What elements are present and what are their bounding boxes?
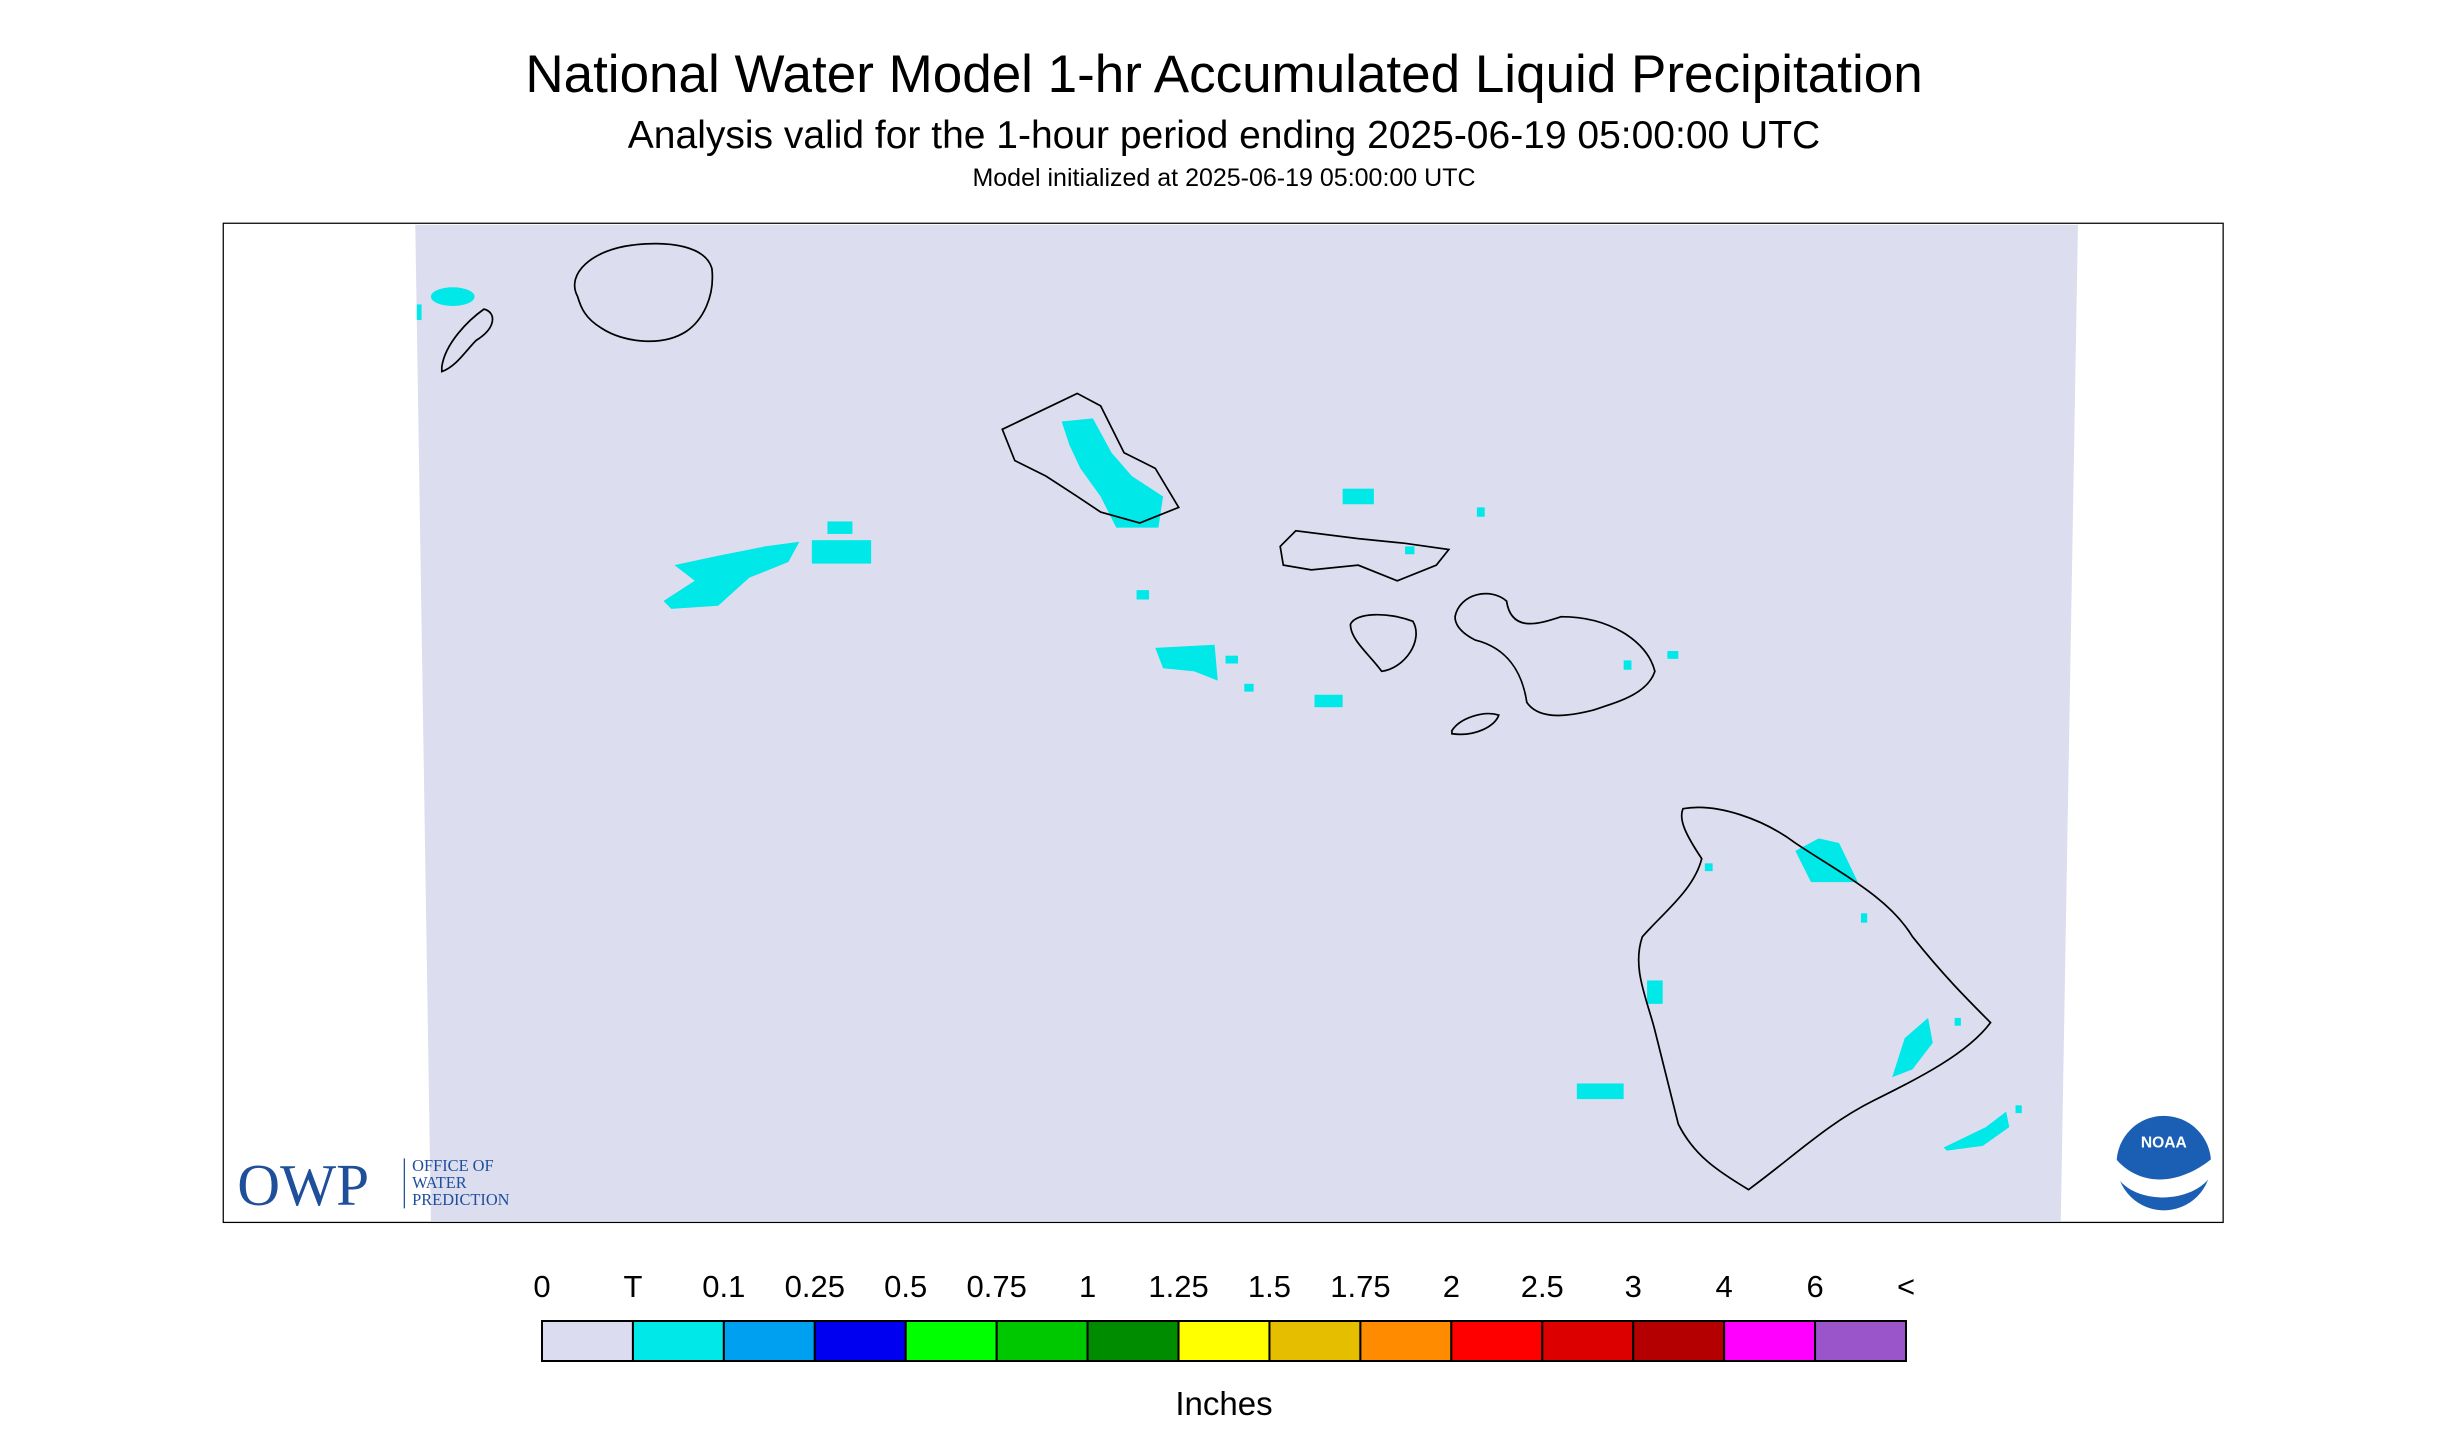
legend-label: 1.25 (1148, 1269, 1208, 1304)
legend-label: 0.75 (966, 1269, 1026, 1304)
subtitle: Analysis valid for the 1-hour period end… (628, 114, 1820, 157)
legend-swatch (1814, 1320, 1907, 1362)
legend-label: 2 (1443, 1269, 1460, 1304)
legend-label: 6 (1806, 1269, 1823, 1304)
owp-text: WATER (412, 1173, 467, 1192)
legend: 0 T 0.1 0.25 0.5 0.75 1 1.25 1.5 1.75 2 2.5 3 4 6 < Inch… (533, 1269, 1915, 1422)
legend-label: 1.75 (1330, 1269, 1390, 1304)
legend-swatch (1359, 1320, 1453, 1362)
legend-unit: Inches (1175, 1385, 1272, 1422)
legend-swatch (722, 1320, 816, 1362)
legend-label: 0.1 (702, 1269, 745, 1304)
island-outlines (440, 242, 1992, 1191)
legend-swatch (1450, 1320, 1544, 1362)
legend-swatch (541, 1320, 634, 1362)
legend-swatch (631, 1320, 725, 1362)
map: OWP OFFICE OF WATER PREDICTION NOAA (222, 222, 2224, 1224)
owp-text: OFFICE OF (412, 1156, 493, 1175)
legend-label: 4 (1716, 1269, 1733, 1304)
legend-swatch (1541, 1320, 1635, 1362)
legend-label: < (1897, 1269, 1915, 1304)
legend-label: 0 (533, 1269, 550, 1304)
rain-areas (416, 287, 2022, 1151)
legend-swatch (813, 1320, 907, 1362)
noaa-text: NOAA (2141, 1134, 2187, 1151)
legend-label: 1.5 (1248, 1269, 1291, 1304)
legend-label: 3 (1625, 1269, 1642, 1304)
legend-swatch (995, 1320, 1089, 1362)
legend-label: T (623, 1269, 642, 1304)
legend-swatch (1086, 1320, 1180, 1362)
legend-swatch (1632, 1320, 1726, 1362)
legend-swatch (904, 1320, 998, 1362)
noaa-logo: NOAA (2114, 1113, 2214, 1213)
legend-label: 2.5 (1521, 1269, 1564, 1304)
legend-swatch (1177, 1320, 1271, 1362)
owp-text: PREDICTION (412, 1190, 510, 1209)
title: National Water Model 1-hr Accumulated Li… (525, 45, 1922, 104)
init-time: Model initialized at 2025-06-19 05:00:00… (972, 164, 1475, 192)
legend-label: 0.5 (884, 1269, 927, 1304)
legend-swatch (1723, 1320, 1817, 1362)
legend-label: 1 (1079, 1269, 1096, 1304)
model-domain (415, 224, 2078, 1221)
owp-logo: OWP (237, 1152, 369, 1218)
legend-label: 0.25 (785, 1269, 845, 1304)
legend-swatch (1268, 1320, 1362, 1362)
